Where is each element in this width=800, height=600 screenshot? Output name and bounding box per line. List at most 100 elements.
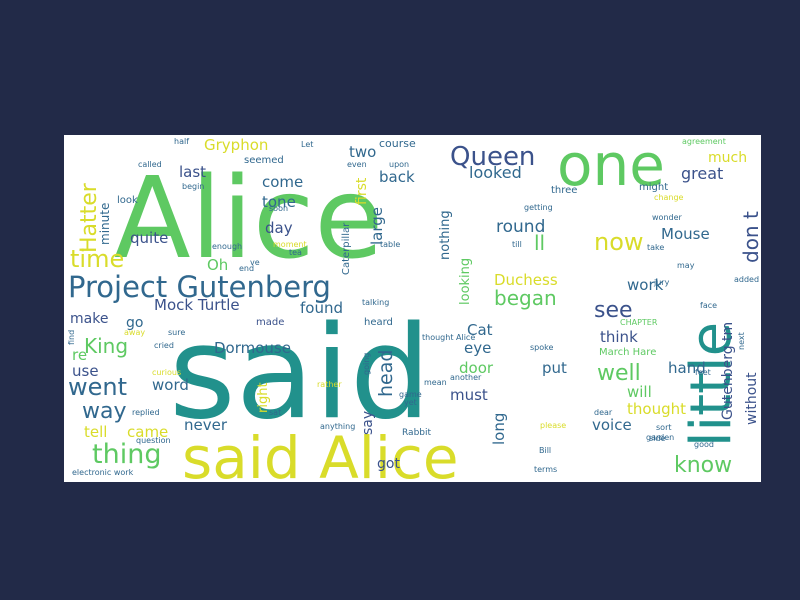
word: replied <box>132 408 160 417</box>
word: tone <box>262 193 296 211</box>
word: tell <box>84 423 107 441</box>
word: curious <box>152 368 181 377</box>
word-cloud-canvas: Alice said one little said Alice Project… <box>67 135 761 482</box>
word: take <box>647 243 664 252</box>
word: minute <box>98 203 112 245</box>
word: game <box>399 390 422 399</box>
word: tea <box>289 248 302 257</box>
word: cried <box>154 341 174 350</box>
word: terms <box>534 465 557 474</box>
word: time <box>70 245 124 273</box>
word: half <box>174 137 189 146</box>
word: come <box>262 173 303 191</box>
word: ll <box>534 231 545 255</box>
word: change <box>654 193 684 202</box>
word: question <box>136 436 171 445</box>
word: came <box>127 423 168 441</box>
word: talking <box>362 298 389 307</box>
word: Bill <box>539 446 551 455</box>
word: might <box>639 182 668 193</box>
word: put <box>542 359 567 377</box>
word: thought Alice <box>422 333 475 342</box>
word: King <box>84 334 128 358</box>
word: garden <box>646 433 674 442</box>
word: looked <box>469 163 522 182</box>
word: back <box>379 168 415 186</box>
word: Mouse <box>661 225 710 243</box>
word: Hatter <box>77 182 102 253</box>
word: Alice <box>114 154 383 284</box>
word: sure <box>168 328 185 337</box>
word: re <box>72 346 87 364</box>
word: ve <box>250 258 260 267</box>
word: much <box>708 150 747 166</box>
word: found <box>300 299 343 317</box>
word: door <box>459 359 494 377</box>
word: two <box>349 143 376 161</box>
word: began <box>494 286 557 310</box>
word: great <box>681 164 723 183</box>
word: Let <box>301 140 313 149</box>
word: Dormouse <box>214 339 291 357</box>
word: Rabbit <box>402 428 431 438</box>
word: make <box>70 311 108 327</box>
word: added <box>734 275 759 284</box>
word: head <box>375 350 397 397</box>
word: know <box>674 453 732 478</box>
word: rather <box>317 380 342 389</box>
word: sat <box>269 408 281 417</box>
word: soon <box>269 204 288 213</box>
word: Oh <box>207 256 228 274</box>
word: voice <box>592 416 632 434</box>
word: going <box>362 353 371 375</box>
word: got <box>377 456 400 472</box>
word: good <box>694 440 714 449</box>
word: end <box>239 264 254 273</box>
word: find <box>67 330 76 345</box>
word: way <box>82 399 127 424</box>
word: table <box>380 240 400 249</box>
word: long <box>490 413 508 445</box>
word: made <box>256 317 284 328</box>
word: eye <box>464 339 491 357</box>
word: hand <box>668 359 706 377</box>
word: nothing <box>438 210 453 260</box>
word: well <box>597 361 641 386</box>
word: never <box>184 416 228 434</box>
word: large <box>368 207 386 245</box>
word: Caterpillar <box>341 222 352 275</box>
word: may <box>677 261 695 270</box>
word: getting <box>524 203 553 212</box>
word: feet <box>695 368 711 377</box>
word: side <box>649 434 665 443</box>
word: next <box>737 332 746 350</box>
word: Duchess <box>494 271 558 289</box>
word: electronic work <box>72 468 134 477</box>
word: now <box>594 228 644 256</box>
word-cloud: Alice said one little said Alice Project… <box>64 135 761 482</box>
word: called <box>138 160 162 169</box>
word: spoke <box>530 343 553 352</box>
word: another <box>450 373 482 382</box>
word: upon <box>389 160 409 169</box>
word: March Hare <box>599 347 656 358</box>
word: day <box>265 219 293 237</box>
word: looking <box>458 258 473 305</box>
word: please <box>540 421 566 430</box>
word: mean <box>424 378 447 387</box>
word: go <box>126 315 143 331</box>
word: without <box>744 372 760 425</box>
word: think <box>600 328 638 346</box>
word: CHAPTER <box>620 318 658 327</box>
word: last <box>179 163 206 181</box>
word: enough <box>212 242 242 251</box>
word: heard <box>364 317 393 328</box>
word: till <box>512 240 522 249</box>
word: anything <box>320 422 355 431</box>
word: don t <box>739 211 761 263</box>
word: went <box>68 373 127 401</box>
word: seemed <box>244 155 284 166</box>
word: face <box>700 301 717 310</box>
word: use <box>72 362 99 380</box>
word: right <box>256 382 271 413</box>
